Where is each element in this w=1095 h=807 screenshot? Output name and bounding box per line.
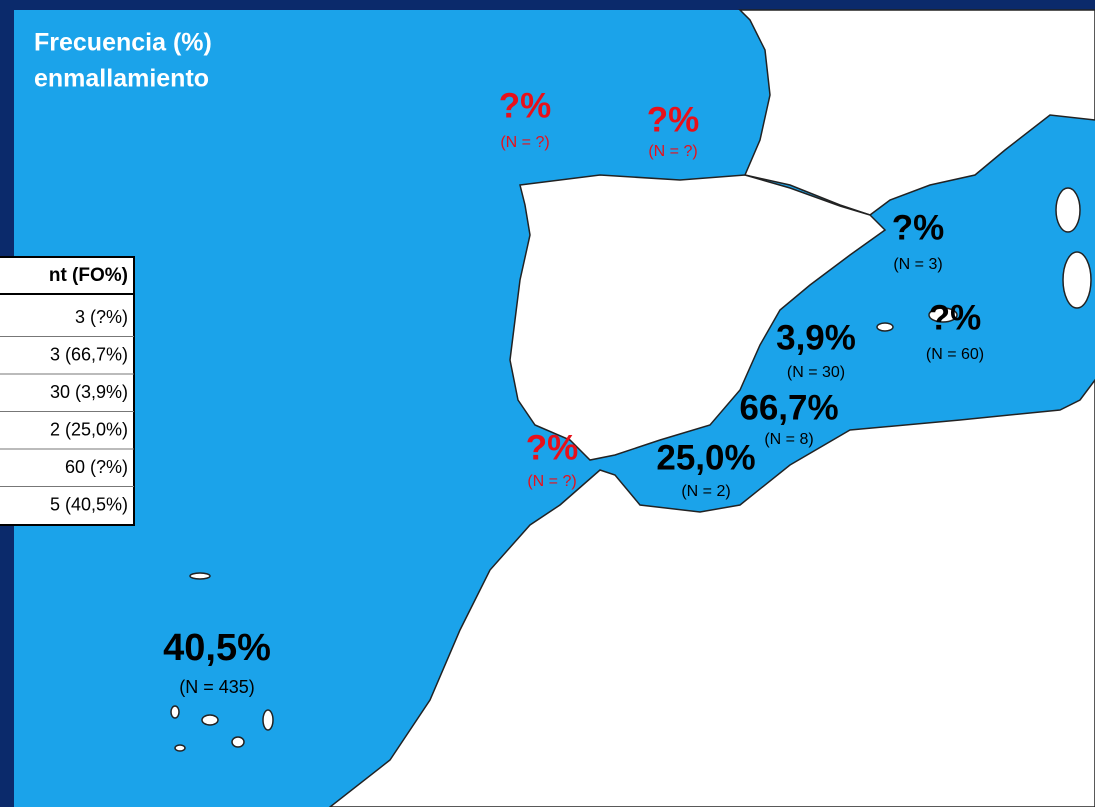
label-value: 66,7%: [739, 388, 838, 427]
label-n: (N = 3): [893, 256, 942, 273]
label-n: (N = ?): [527, 473, 576, 490]
mallorca: [928, 307, 958, 323]
title: enmallamiento: [34, 65, 209, 93]
label-value: 25,0%: [656, 438, 755, 477]
label-n: (N = 30): [787, 364, 845, 381]
island: [262, 709, 274, 731]
label-n: (N = 8): [764, 431, 813, 448]
africa: [328, 378, 1095, 807]
table-cell: 60 (?%): [65, 457, 128, 477]
island: [170, 705, 180, 719]
table-cell: 3 (?%): [75, 307, 128, 327]
label-value: ?%: [526, 428, 579, 467]
labels: ?% (N = ?)?% (N = ?)?% (N = 3)?% (N = 60) 3,9…: [163, 86, 984, 697]
label-value: ?%: [892, 208, 945, 247]
label-value: ?%: [929, 298, 982, 337]
corsica: [1055, 187, 1081, 233]
table-header: nt (FO%): [49, 265, 128, 286]
table-cell: 3 (66,7%): [50, 344, 128, 364]
table-box: [0, 256, 135, 526]
label-n: (N = ?): [648, 143, 697, 160]
table-cell: 5 (40,5%): [50, 494, 128, 514]
label-value: ?%: [499, 86, 552, 125]
island: [201, 714, 219, 726]
island: [231, 736, 245, 748]
ibiza: [876, 322, 894, 332]
table: nt (FO%) 3 (?%) 3 (66,7%) 30 (3,9%) 2 (25,0%…: [0, 256, 135, 526]
table-cell: 2 (25,0%): [50, 419, 128, 439]
label-value: 3,9%: [776, 318, 856, 357]
label-n: (N = 435): [179, 677, 255, 697]
table-cell: 30 (3,9%): [50, 382, 128, 402]
iberia: [509, 174, 887, 461]
label-n: (N = 60): [926, 346, 984, 363]
island: [174, 744, 186, 752]
label-n: (N = 2): [681, 483, 730, 500]
label-value: 40,5%: [163, 627, 271, 669]
island: [189, 572, 211, 580]
label-value: ?%: [647, 100, 700, 139]
title: Frecuencia (%): [34, 29, 212, 57]
sardinia: [1062, 251, 1092, 309]
label-n: (N = ?): [500, 134, 549, 151]
